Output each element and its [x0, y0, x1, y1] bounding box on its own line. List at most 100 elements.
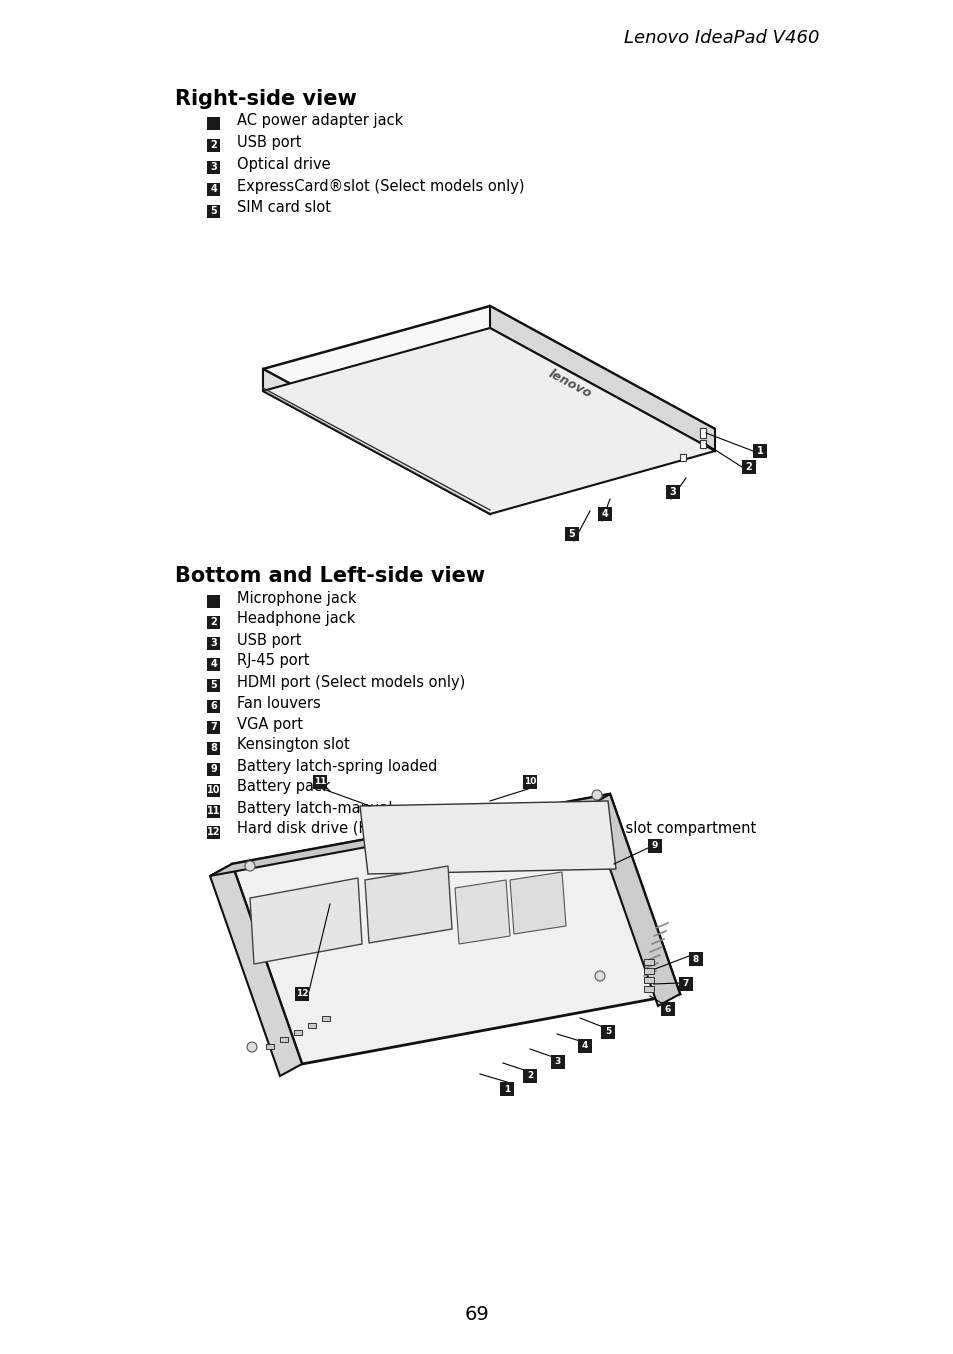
- Polygon shape: [232, 793, 679, 1064]
- FancyBboxPatch shape: [208, 826, 220, 838]
- Bar: [679, 454, 685, 460]
- Text: 10: 10: [523, 777, 536, 787]
- Text: 3: 3: [669, 487, 676, 497]
- Text: SIM card slot: SIM card slot: [236, 200, 331, 215]
- Bar: [643, 978, 654, 983]
- Polygon shape: [263, 306, 714, 492]
- Text: 3: 3: [211, 162, 217, 172]
- Text: 8: 8: [211, 743, 217, 753]
- Polygon shape: [263, 370, 490, 515]
- Text: USB port: USB port: [236, 134, 301, 149]
- Text: ExpressCard®slot (Select models only): ExpressCard®slot (Select models only): [236, 179, 524, 194]
- Bar: [700, 428, 705, 437]
- Polygon shape: [587, 793, 679, 1006]
- Text: Lenovo IdeaPad V460: Lenovo IdeaPad V460: [624, 28, 820, 47]
- FancyBboxPatch shape: [208, 116, 220, 130]
- Text: 4: 4: [211, 184, 217, 194]
- Text: 11: 11: [314, 777, 326, 787]
- FancyBboxPatch shape: [208, 720, 220, 734]
- Polygon shape: [510, 872, 565, 934]
- FancyBboxPatch shape: [208, 616, 220, 628]
- Text: 1: 1: [756, 445, 762, 456]
- Text: 3: 3: [555, 1057, 560, 1067]
- Bar: [700, 440, 705, 448]
- Bar: [280, 1037, 288, 1043]
- Text: 4: 4: [581, 1041, 588, 1051]
- Text: 1: 1: [503, 1085, 510, 1094]
- Text: 12: 12: [207, 827, 220, 837]
- FancyBboxPatch shape: [564, 527, 578, 542]
- Text: Battery pack: Battery pack: [236, 780, 331, 795]
- Polygon shape: [210, 793, 609, 876]
- Polygon shape: [250, 877, 361, 964]
- Bar: [322, 1016, 330, 1021]
- FancyBboxPatch shape: [208, 678, 220, 692]
- Text: 2: 2: [211, 139, 217, 150]
- Text: 12: 12: [295, 990, 308, 998]
- Text: Battery latch-spring loaded: Battery latch-spring loaded: [236, 758, 436, 773]
- Text: Kensington slot: Kensington slot: [236, 738, 350, 753]
- Text: AC power adapter jack: AC power adapter jack: [236, 112, 403, 127]
- Text: 2: 2: [745, 462, 752, 473]
- Polygon shape: [455, 880, 510, 944]
- FancyBboxPatch shape: [208, 161, 220, 173]
- FancyBboxPatch shape: [208, 784, 220, 796]
- FancyBboxPatch shape: [313, 774, 327, 789]
- Circle shape: [245, 861, 254, 871]
- Polygon shape: [359, 802, 616, 873]
- Text: 5: 5: [211, 680, 217, 691]
- FancyBboxPatch shape: [660, 1002, 675, 1016]
- FancyBboxPatch shape: [598, 506, 612, 521]
- Bar: [643, 959, 654, 965]
- Text: 8: 8: [692, 955, 699, 964]
- FancyBboxPatch shape: [208, 636, 220, 650]
- Circle shape: [592, 789, 601, 800]
- Text: 5: 5: [604, 1028, 611, 1037]
- FancyBboxPatch shape: [208, 204, 220, 218]
- Text: 10: 10: [207, 785, 220, 795]
- FancyBboxPatch shape: [294, 987, 309, 1001]
- Text: 7: 7: [211, 722, 217, 733]
- FancyBboxPatch shape: [208, 804, 220, 818]
- Bar: [266, 1044, 274, 1049]
- Text: 5: 5: [568, 529, 575, 539]
- FancyBboxPatch shape: [522, 1070, 537, 1083]
- Text: 3: 3: [211, 638, 217, 649]
- Text: Fan louvers: Fan louvers: [236, 696, 320, 711]
- Polygon shape: [210, 864, 302, 1076]
- FancyBboxPatch shape: [688, 952, 702, 965]
- Text: RJ-45 port: RJ-45 port: [236, 654, 309, 669]
- FancyBboxPatch shape: [665, 485, 679, 500]
- Text: 4: 4: [211, 659, 217, 669]
- Bar: [308, 1024, 315, 1028]
- FancyBboxPatch shape: [208, 658, 220, 670]
- FancyBboxPatch shape: [551, 1055, 564, 1070]
- FancyBboxPatch shape: [752, 444, 766, 458]
- Text: Optical drive: Optical drive: [236, 157, 331, 172]
- FancyBboxPatch shape: [208, 183, 220, 195]
- Text: 11: 11: [207, 806, 220, 816]
- Polygon shape: [365, 867, 452, 942]
- FancyBboxPatch shape: [679, 978, 692, 991]
- Text: lenovo: lenovo: [546, 367, 593, 401]
- FancyBboxPatch shape: [208, 138, 220, 152]
- Text: VGA port: VGA port: [236, 716, 303, 731]
- FancyBboxPatch shape: [499, 1082, 514, 1095]
- Text: 9: 9: [211, 764, 217, 774]
- FancyBboxPatch shape: [208, 762, 220, 776]
- FancyBboxPatch shape: [522, 774, 537, 789]
- Text: 7: 7: [682, 979, 688, 988]
- Text: HDMI port (Select models only): HDMI port (Select models only): [236, 674, 465, 689]
- Circle shape: [595, 971, 604, 982]
- Text: Hard disk drive (HDD)/Memory/Mini PCI ExpressCard slot compartment: Hard disk drive (HDD)/Memory/Mini PCI Ex…: [236, 822, 756, 837]
- Text: Bottom and Left-side view: Bottom and Left-side view: [174, 566, 485, 586]
- Bar: [643, 986, 654, 992]
- Text: Headphone jack: Headphone jack: [236, 612, 355, 627]
- FancyBboxPatch shape: [208, 594, 220, 608]
- FancyBboxPatch shape: [600, 1025, 615, 1039]
- Text: Battery latch-manual: Battery latch-manual: [236, 800, 392, 815]
- Text: Right-side view: Right-side view: [174, 89, 356, 110]
- Text: 2: 2: [211, 617, 217, 627]
- FancyBboxPatch shape: [578, 1039, 592, 1053]
- FancyBboxPatch shape: [208, 700, 220, 712]
